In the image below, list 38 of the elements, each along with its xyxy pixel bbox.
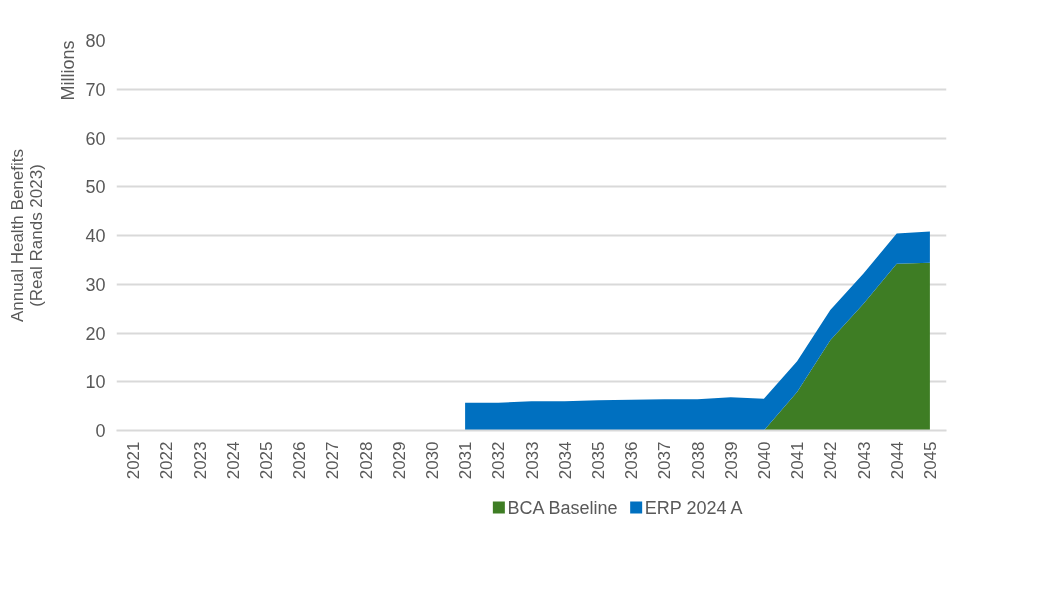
x-tick-label: 2023 (190, 441, 210, 480)
x-tick-label: 2021 (124, 441, 144, 480)
x-tick-label: 2041 (788, 441, 808, 480)
y-tick-label: 60 (85, 128, 106, 149)
x-tick-label: 2042 (821, 441, 841, 480)
x-tick-label: 2045 (920, 441, 940, 480)
x-tick-label: 2032 (489, 441, 509, 480)
text: Millions (57, 40, 78, 101)
x-tick-label: 2037 (655, 441, 675, 480)
legend-label: BCA Baseline (507, 497, 618, 518)
x-tick-label: 2026 (290, 441, 310, 480)
x-tick-label: 2040 (754, 441, 774, 480)
x-tick-label: 2030 (422, 441, 442, 480)
x-tick-label: 2036 (622, 441, 642, 480)
y-tick-label: 30 (85, 274, 106, 295)
x-tick-label: 2034 (555, 441, 575, 480)
x-tick-label: 2022 (157, 441, 177, 480)
x-tick-label: 2031 (456, 441, 476, 480)
x-tick-label: 2025 (256, 441, 276, 480)
x-tick-label: 2039 (721, 441, 741, 480)
x-tick-label: 2024 (223, 441, 243, 480)
y-tick-label: 20 (85, 323, 106, 344)
legend-label: ERP 2024 A (644, 497, 743, 518)
x-tick-label: 2038 (688, 441, 708, 480)
y-tick-label: 40 (85, 226, 106, 246)
x-tick-label: 2043 (854, 441, 874, 480)
y-axis-title: Annual Health Benefits (Real Rands 2023) (7, 149, 46, 322)
x-tick-label: 2035 (588, 441, 608, 480)
y-tick-label: 80 (85, 31, 106, 51)
y-tick-label: 10 (85, 372, 106, 393)
x-tick-label: 2044 (887, 441, 907, 480)
y-tick-label: 0 (95, 421, 106, 441)
y-tick-label: 70 (85, 79, 106, 100)
x-tick-label: 2028 (356, 441, 376, 480)
x-tick-label: 2027 (323, 441, 343, 480)
y-tick-label: 50 (85, 177, 106, 198)
x-tick-label: 2033 (522, 441, 542, 480)
x-tick-label: 2029 (389, 441, 409, 480)
